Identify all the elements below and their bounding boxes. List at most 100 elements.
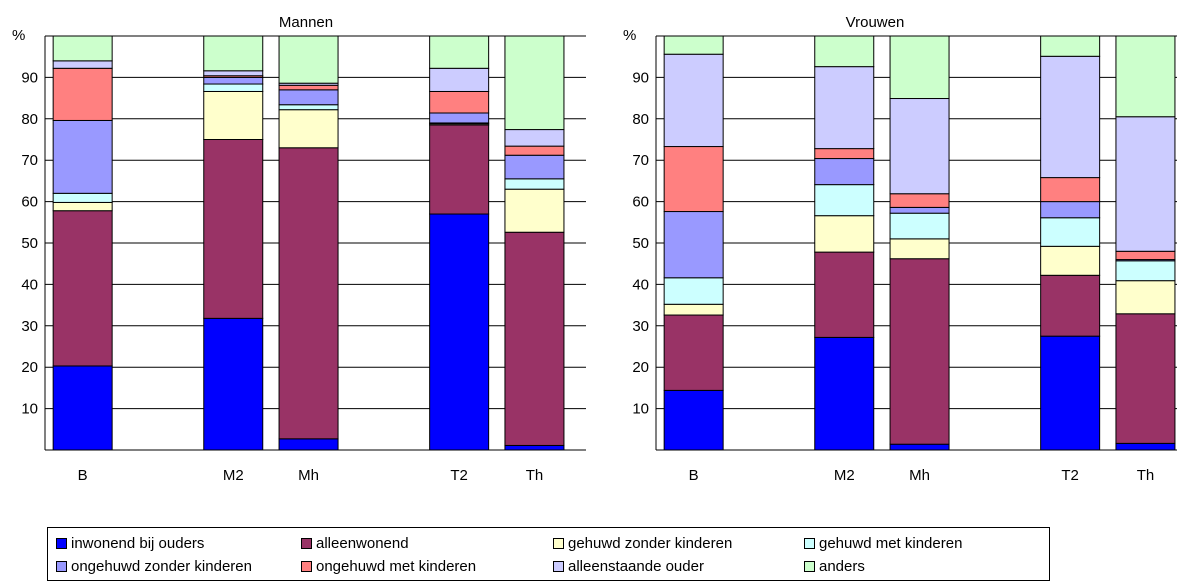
bar-segment bbox=[429, 35, 490, 69]
bar-segment bbox=[889, 258, 950, 445]
x-tick-label: Mh bbox=[298, 467, 319, 484]
legend-label: gehuwd met kinderen bbox=[819, 534, 963, 552]
y-tick-label: 90 bbox=[21, 69, 38, 86]
y-axis-label: % bbox=[623, 27, 636, 44]
bar-segment bbox=[1040, 274, 1101, 337]
chart-title: Mannen bbox=[279, 14, 333, 31]
bar-segment bbox=[814, 336, 875, 451]
bar-segment bbox=[203, 76, 264, 85]
x-tick-label: T2 bbox=[1061, 467, 1079, 484]
y-tick-label: 50 bbox=[21, 235, 38, 252]
bar-segment bbox=[504, 129, 565, 147]
x-tick-label: B bbox=[689, 467, 699, 484]
bar-segment bbox=[663, 303, 724, 316]
legend-item-anders: anders bbox=[804, 556, 865, 576]
y-tick-label: 20 bbox=[21, 359, 38, 376]
bar-segment bbox=[278, 104, 339, 111]
bar-segment bbox=[889, 193, 950, 208]
bar-segment bbox=[814, 251, 875, 338]
bar-segment bbox=[663, 211, 724, 279]
bar-segment bbox=[814, 148, 875, 160]
x-tick-label: M2 bbox=[834, 467, 855, 484]
legend-item-gehuwd-met: gehuwd met kinderen bbox=[804, 533, 962, 553]
y-tick-label: 60 bbox=[21, 194, 38, 211]
y-tick-label: 40 bbox=[632, 276, 649, 293]
bar-segment bbox=[889, 443, 950, 451]
chart-title: Vrouwen bbox=[846, 14, 905, 31]
bar-segment bbox=[1040, 35, 1101, 57]
bar-segment bbox=[52, 119, 113, 194]
bar-segment bbox=[663, 35, 724, 55]
bar-segment bbox=[429, 124, 490, 215]
legend-swatch bbox=[553, 537, 564, 549]
bar-segment bbox=[1040, 217, 1101, 247]
y-tick-label: 70 bbox=[21, 152, 38, 169]
legend-label: inwonend bij ouders bbox=[71, 534, 205, 552]
bar-segment bbox=[429, 67, 490, 92]
x-tick-label: M2 bbox=[223, 467, 244, 484]
bar-segment bbox=[814, 35, 875, 68]
y-tick-label: 70 bbox=[632, 152, 649, 169]
legend-swatch bbox=[56, 560, 67, 572]
bar-segment bbox=[504, 188, 565, 233]
legend-label: ongehuwd zonder kinderen bbox=[71, 557, 252, 575]
legend-swatch bbox=[301, 537, 312, 549]
bar-segment bbox=[814, 215, 875, 253]
legend-label: alleenwonend bbox=[316, 534, 409, 552]
legend-swatch bbox=[301, 560, 312, 572]
bar-segment bbox=[663, 314, 724, 391]
bar-segment bbox=[1040, 245, 1101, 276]
bar-segment bbox=[1115, 280, 1176, 315]
bar-segment bbox=[278, 35, 339, 84]
bar-segment bbox=[889, 35, 950, 100]
bar-segment bbox=[504, 35, 565, 131]
legend-item-ongehuwd-met: ongehuwd met kinderen bbox=[301, 556, 476, 576]
bar-segment bbox=[278, 84, 339, 91]
legend-swatch bbox=[56, 537, 67, 549]
bar-segment bbox=[889, 212, 950, 240]
bar-segment bbox=[52, 365, 113, 451]
x-tick-label: Th bbox=[526, 467, 544, 484]
bar-segment bbox=[1040, 201, 1101, 219]
bar-segment bbox=[504, 178, 565, 190]
x-tick-label: Th bbox=[1137, 467, 1155, 484]
bar-segment bbox=[203, 317, 264, 451]
bar-segment bbox=[52, 210, 113, 367]
bar-segment bbox=[278, 109, 339, 149]
legend-item-alleenwonend: alleenwonend bbox=[301, 533, 409, 553]
legend-label: anders bbox=[819, 557, 865, 575]
bar-segment bbox=[203, 35, 264, 72]
bar-segment bbox=[1115, 35, 1176, 118]
y-tick-label: 10 bbox=[21, 401, 38, 418]
bar-segment bbox=[663, 277, 724, 305]
chart-legend: inwonend bij ouders alleenwonend gehuwd … bbox=[47, 527, 1050, 581]
legend-label: gehuwd zonder kinderen bbox=[568, 534, 733, 552]
bar-segment bbox=[278, 147, 339, 440]
legend-item-ongehuwd-zonder: ongehuwd zonder kinderen bbox=[56, 556, 252, 576]
legend-item-gehuwd-zonder: gehuwd zonder kinderen bbox=[553, 533, 732, 553]
y-axis-label: % bbox=[12, 27, 25, 44]
bar-segment bbox=[429, 213, 490, 451]
legend-swatch bbox=[553, 560, 564, 572]
bar-segment bbox=[504, 154, 565, 180]
y-tick-label: 40 bbox=[21, 276, 38, 293]
legend-item-inwonend: inwonend bij ouders bbox=[56, 533, 204, 553]
x-tick-label: B bbox=[78, 467, 88, 484]
bar-segment bbox=[203, 70, 264, 77]
bar-segment bbox=[814, 66, 875, 150]
legend-swatch bbox=[804, 560, 815, 572]
x-tick-label: Mh bbox=[909, 467, 930, 484]
bar-segment bbox=[203, 90, 264, 140]
bar-segment bbox=[504, 231, 565, 446]
bar-segment bbox=[889, 238, 950, 260]
bar-segment bbox=[1115, 313, 1176, 444]
bar-segment bbox=[278, 89, 339, 106]
bar-segment bbox=[203, 83, 264, 92]
y-tick-label: 90 bbox=[632, 69, 649, 86]
bar-segment bbox=[1115, 250, 1176, 261]
bar-segment bbox=[52, 67, 113, 121]
y-tick-label: 50 bbox=[632, 235, 649, 252]
bar-segment bbox=[1040, 177, 1101, 203]
y-tick-label: 30 bbox=[21, 318, 38, 335]
